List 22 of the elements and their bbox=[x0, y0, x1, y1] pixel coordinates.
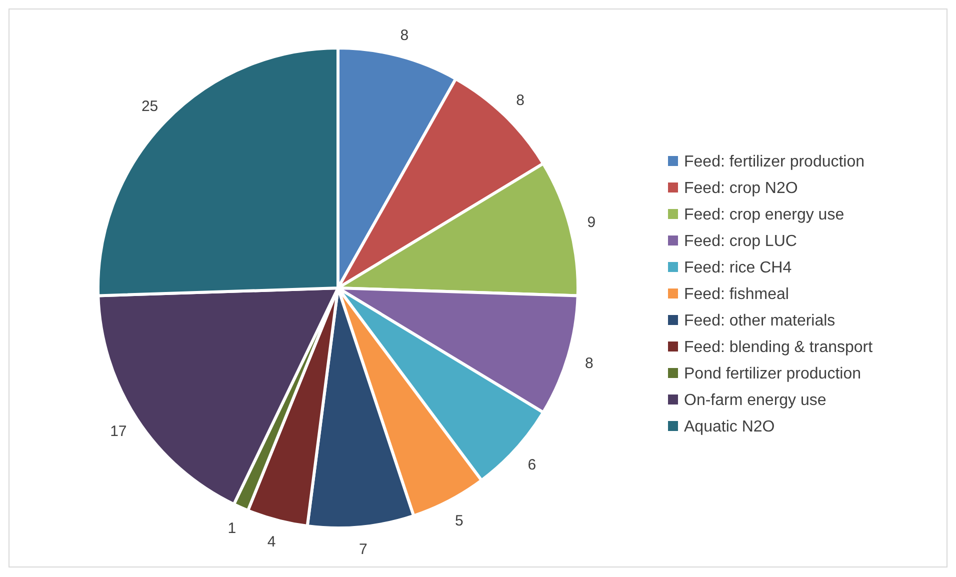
data-label: 8 bbox=[516, 92, 524, 110]
legend-label: Feed: fishmeal bbox=[684, 286, 789, 304]
legend-label: Feed: crop N2O bbox=[684, 180, 798, 198]
data-label: 1 bbox=[228, 520, 236, 537]
data-label: 17 bbox=[110, 423, 127, 440]
legend-label: Feed: crop energy use bbox=[684, 206, 844, 224]
legend-label: Feed: rice CH4 bbox=[684, 260, 792, 277]
data-label: 4 bbox=[267, 534, 276, 551]
data-label: 7 bbox=[358, 541, 368, 558]
data-label: 8 bbox=[400, 26, 409, 44]
legend-label: Feed: other materials bbox=[684, 312, 836, 330]
data-label: 9 bbox=[587, 214, 596, 231]
data-label: 8 bbox=[585, 354, 594, 372]
legend-label: Feed: fertilizer production bbox=[684, 154, 865, 171]
legend-label: Pond fertilizer production bbox=[684, 366, 861, 383]
legend-label: Aquatic N2O bbox=[684, 418, 775, 436]
data-label: 5 bbox=[455, 512, 464, 530]
data-label: 25 bbox=[141, 98, 158, 115]
legend-label: Feed: blending & transport bbox=[684, 339, 874, 356]
data-label: 6 bbox=[528, 456, 536, 474]
legend-label: On-farm energy use bbox=[684, 392, 826, 410]
legend-label: Feed: crop LUC bbox=[684, 233, 797, 250]
